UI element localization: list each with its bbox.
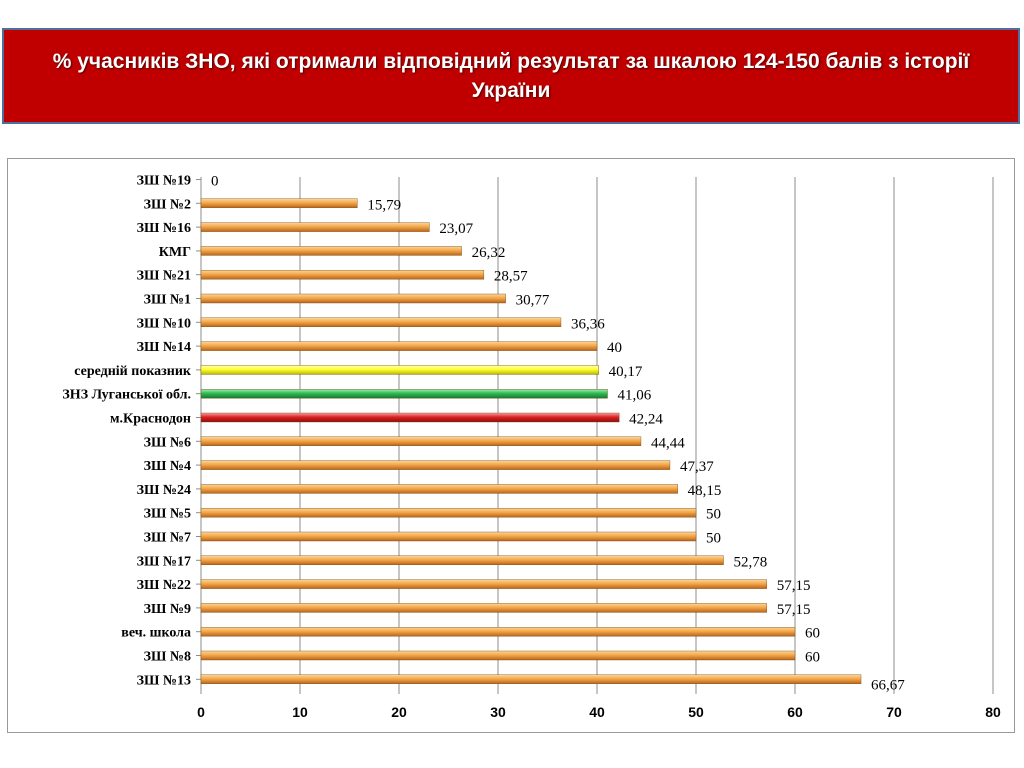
bar xyxy=(200,222,430,232)
x-tick-label: 10 xyxy=(292,704,308,720)
category-label: ЗШ №14 xyxy=(137,340,191,355)
data-label: 26,32 xyxy=(472,245,506,261)
category-label: ЗШ №2 xyxy=(144,197,191,212)
bar xyxy=(200,555,724,565)
x-tick-label: 80 xyxy=(985,704,1001,720)
category-label: веч. школа xyxy=(121,626,191,641)
category-label: ЗШ №24 xyxy=(137,483,191,498)
category-label: КМГ xyxy=(159,245,191,260)
bar xyxy=(200,293,506,304)
bar xyxy=(200,484,678,494)
x-tick-label: 40 xyxy=(589,704,605,720)
category-label: ЗШ №1 xyxy=(144,293,191,308)
category-label: ЗШ №5 xyxy=(144,507,191,522)
data-label: 48,15 xyxy=(688,483,722,499)
x-tick-label: 70 xyxy=(886,704,902,720)
bar xyxy=(200,508,697,518)
bar xyxy=(200,365,599,375)
chart-frame: 0 10 20 30 40 50 60 70 80 ЗШ №19 0 ЗШ №2 15,79 ЗШ №16… xyxy=(7,158,1015,733)
category-label: середній показник xyxy=(74,364,192,379)
category-label: ЗШ №22 xyxy=(137,578,191,593)
category-label: ЗШ №8 xyxy=(144,650,191,665)
data-label: 66,67 xyxy=(871,677,905,693)
x-tick-label: 60 xyxy=(787,704,803,720)
category-label: ЗШ №21 xyxy=(137,269,191,284)
bar xyxy=(200,650,796,661)
data-label: 28,57 xyxy=(494,269,528,285)
bar xyxy=(200,412,620,423)
category-label: ЗШ №7 xyxy=(144,531,191,546)
data-label: 40 xyxy=(607,340,622,356)
bar xyxy=(200,460,671,470)
category-label: ЗШ №16 xyxy=(137,221,191,236)
data-label: 50 xyxy=(706,531,721,547)
data-label: 52,78 xyxy=(734,554,768,570)
bars xyxy=(200,198,862,684)
category-label: ЗШ №10 xyxy=(137,316,191,331)
bar xyxy=(200,246,462,256)
category-label: ЗШ №13 xyxy=(137,673,191,688)
x-tick-label: 30 xyxy=(490,704,506,720)
bar xyxy=(200,603,767,613)
bar xyxy=(200,341,598,351)
data-label: 15,79 xyxy=(367,197,401,213)
data-label: 60 xyxy=(805,626,820,642)
x-tick-label: 50 xyxy=(688,704,704,720)
data-label: 40,17 xyxy=(609,364,643,380)
data-label: 41,06 xyxy=(617,388,651,404)
title-banner: % учасників ЗНО, які отримали відповідни… xyxy=(2,28,1020,124)
data-label: 42,24 xyxy=(629,412,663,428)
bar xyxy=(200,531,697,542)
category-label: ЗШ №19 xyxy=(137,174,191,189)
data-label: 50 xyxy=(706,507,721,523)
data-label: 36,36 xyxy=(571,316,605,332)
bar xyxy=(200,674,862,684)
data-label: 23,07 xyxy=(439,221,473,237)
bar xyxy=(200,579,767,589)
category-label: ЗШ №9 xyxy=(144,602,191,617)
category-label: м.Краснодон xyxy=(110,412,191,427)
data-label: 44,44 xyxy=(651,435,685,451)
grid-lines xyxy=(196,177,994,694)
category-label: ЗШ №17 xyxy=(137,554,191,569)
data-label: 60 xyxy=(805,650,820,666)
category-label: ЗНЗ Луганської обл. xyxy=(62,388,191,403)
bar xyxy=(200,388,608,399)
x-tick-label: 0 xyxy=(197,704,205,720)
category-label: ЗШ №4 xyxy=(144,459,191,474)
bar xyxy=(200,198,358,208)
bar xyxy=(200,269,485,280)
data-label: 0 xyxy=(211,174,219,190)
bar xyxy=(200,627,796,637)
data-label: 57,15 xyxy=(777,578,811,594)
category-label: ЗШ №6 xyxy=(144,435,191,450)
data-label: 30,77 xyxy=(516,293,550,309)
bar xyxy=(200,317,562,328)
data-label: 47,37 xyxy=(680,459,714,475)
page-title: % учасників ЗНО, які отримали відповідни… xyxy=(52,50,970,102)
bar xyxy=(200,436,642,446)
x-tick-label: 20 xyxy=(391,704,407,720)
data-label: 57,15 xyxy=(777,602,811,618)
